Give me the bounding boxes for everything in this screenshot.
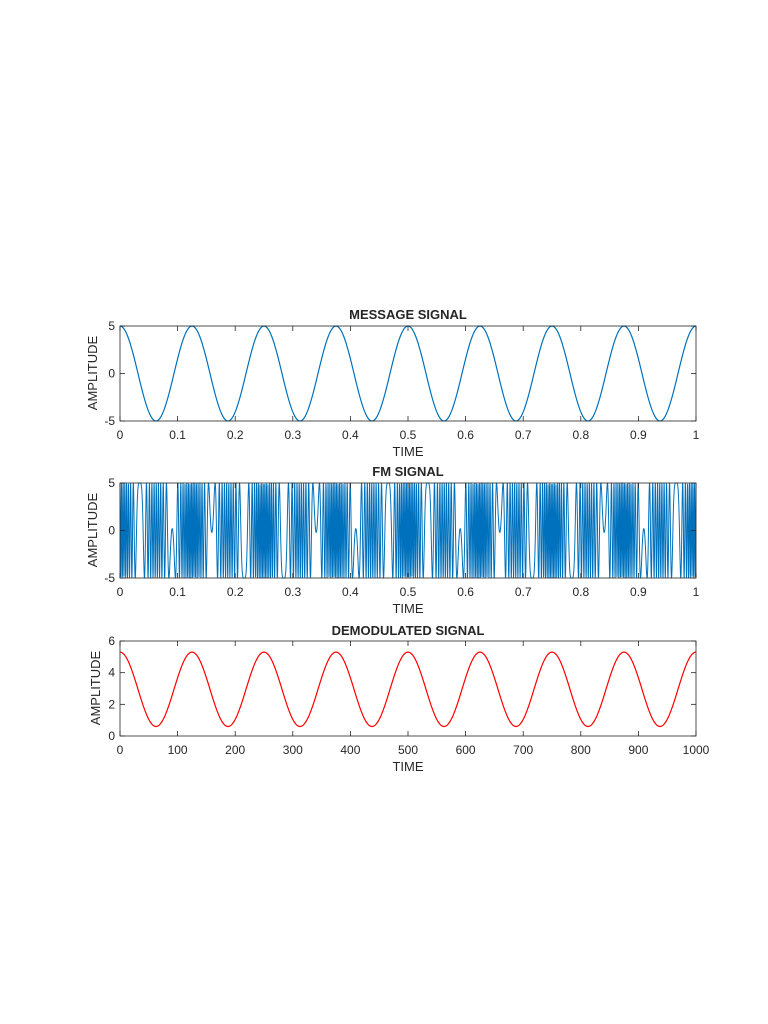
x-tick-label: 1 bbox=[693, 585, 700, 599]
series-line bbox=[119, 651, 697, 728]
y-tick-label: 5 bbox=[108, 319, 115, 333]
plot-area bbox=[120, 326, 696, 421]
x-tick-label: 0.2 bbox=[227, 585, 244, 599]
x-tick-label: 600 bbox=[456, 743, 476, 757]
x-tick-label: 0.7 bbox=[515, 428, 532, 442]
x-axis-label: TIME bbox=[392, 444, 423, 459]
x-tick-label: 0.5 bbox=[400, 428, 417, 442]
x-tick-label: 0.1 bbox=[169, 428, 186, 442]
chart-title: DEMODULATED SIGNAL bbox=[332, 623, 485, 638]
x-tick-label: 0.6 bbox=[457, 428, 474, 442]
x-tick-label: 1000 bbox=[683, 743, 710, 757]
x-tick-label: 0.2 bbox=[227, 428, 244, 442]
x-tick-label: 1 bbox=[693, 428, 700, 442]
x-tick-label: 0.3 bbox=[284, 428, 301, 442]
chart-title: MESSAGE SIGNAL bbox=[349, 307, 467, 322]
x-tick-label: 0 bbox=[117, 585, 124, 599]
subplot-fm-signal: FM SIGNAL AMPLITUDE TIME 0 0.1 0.2 0.3 0.4 0.… bbox=[85, 464, 700, 616]
y-tick-label: 6 bbox=[108, 634, 115, 648]
x-tick-label: 0.9 bbox=[630, 428, 647, 442]
x-tick-label: 0.4 bbox=[342, 428, 359, 442]
x-axis-label: TIME bbox=[392, 759, 423, 774]
y-tick-label: 4 bbox=[108, 666, 115, 680]
x-tick-label: 0 bbox=[117, 743, 124, 757]
y-tick-label: 0 bbox=[108, 524, 115, 538]
y-tick-label: 0 bbox=[108, 367, 115, 381]
x-tick-label: 0.5 bbox=[400, 585, 417, 599]
plot-area bbox=[120, 641, 696, 736]
x-tick-label: 0.7 bbox=[515, 585, 532, 599]
x-tick-label: 200 bbox=[225, 743, 245, 757]
x-tick-label: 900 bbox=[628, 743, 648, 757]
y-axis-label: AMPLITUDE bbox=[88, 650, 103, 725]
x-tick-label: 0.3 bbox=[284, 585, 301, 599]
x-tick-label: 100 bbox=[168, 743, 188, 757]
x-tick-label: 0 bbox=[117, 428, 124, 442]
x-tick-label: 800 bbox=[571, 743, 591, 757]
x-tick-label: 0.4 bbox=[342, 585, 359, 599]
x-tick-label: 500 bbox=[398, 743, 418, 757]
y-tick-label: 2 bbox=[108, 697, 115, 711]
x-tick-label: 0.8 bbox=[572, 585, 589, 599]
y-axis-label: AMPLITUDE bbox=[85, 492, 100, 567]
y-tick-label: -5 bbox=[104, 414, 115, 428]
x-tick-label: 300 bbox=[283, 743, 303, 757]
x-tick-label: 0.6 bbox=[457, 585, 474, 599]
x-tick-label: 0.8 bbox=[572, 428, 589, 442]
x-tick-label: 700 bbox=[513, 743, 533, 757]
x-tick-label: 0.9 bbox=[630, 585, 647, 599]
subplot-demodulated-signal: DEMODULATED SIGNAL AMPLITUDE TIME 0 100 20… bbox=[88, 623, 710, 774]
y-axis-label: AMPLITUDE bbox=[85, 335, 100, 410]
x-tick-label: 400 bbox=[340, 743, 360, 757]
y-tick-label: 5 bbox=[108, 476, 115, 490]
y-tick-label: 0 bbox=[108, 729, 115, 743]
x-tick-label: 0.1 bbox=[169, 585, 186, 599]
x-axis-label: TIME bbox=[392, 601, 423, 616]
chart-title: FM SIGNAL bbox=[372, 464, 444, 479]
y-tick-label: -5 bbox=[104, 571, 115, 585]
subplot-message-signal: MESSAGE SIGNAL AMPLITUDE TIME 0 0.1 0.2 0.3… bbox=[85, 307, 700, 459]
